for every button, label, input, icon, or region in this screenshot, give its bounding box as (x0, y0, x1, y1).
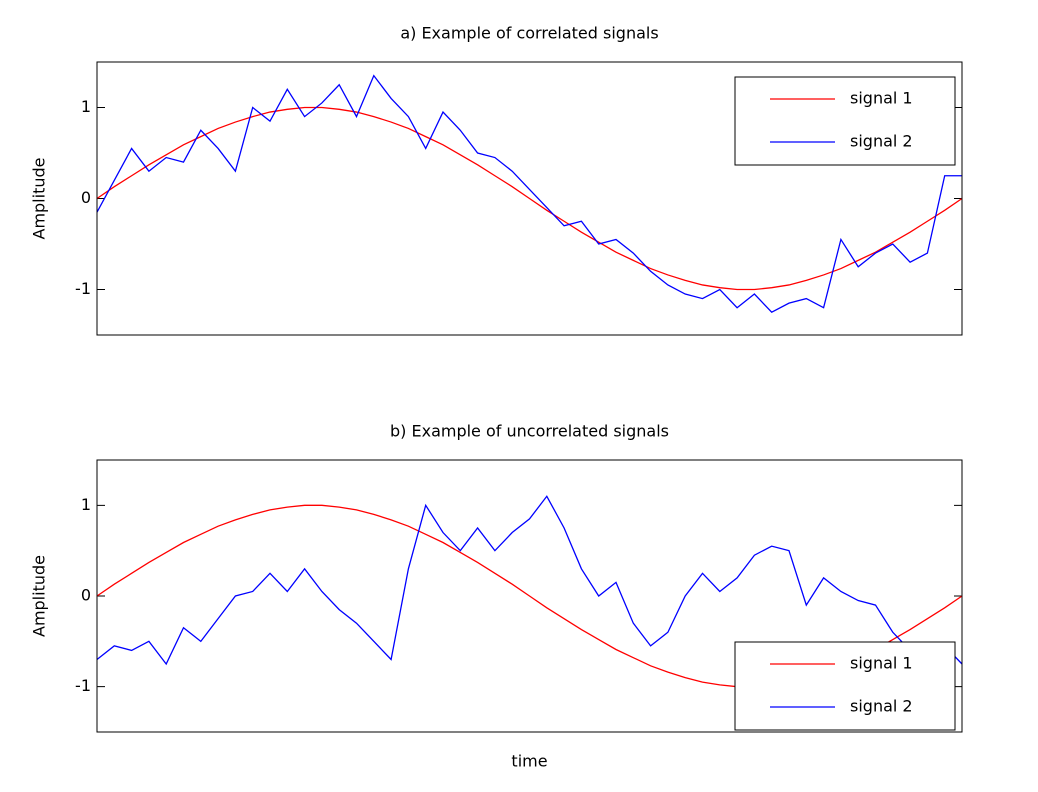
legend-box (734, 641, 956, 731)
y-axis-label: Amplitude (30, 555, 49, 637)
y-tick-label: 1 (81, 495, 91, 514)
y-tick-label: 0 (81, 586, 91, 605)
plot-frame (96, 61, 963, 336)
y-tick-label: -1 (75, 676, 91, 695)
y-tick-label: 1 (81, 97, 91, 116)
y-axis-label: Amplitude (30, 158, 49, 240)
data-line (96, 106, 963, 291)
y-tick-label: 0 (81, 188, 91, 207)
data-line (96, 495, 963, 666)
plot-frame (96, 459, 963, 733)
legend: signal 1 signal 2 (734, 76, 956, 166)
chart-title: b) Example of uncorrelated signals (390, 422, 669, 441)
legend-label: signal 1 (850, 89, 913, 108)
legend: signal 1 signal 2 (734, 641, 956, 731)
legend-label: signal 2 (850, 132, 913, 151)
x-axis-label: time (511, 752, 547, 771)
y-tick-label: -1 (75, 279, 91, 298)
legend-label: signal 1 (850, 654, 913, 673)
data-line (96, 74, 962, 314)
legend-box (734, 76, 956, 166)
legend-label: signal 2 (850, 697, 913, 716)
chart-title: a) Example of correlated signals (400, 24, 658, 43)
